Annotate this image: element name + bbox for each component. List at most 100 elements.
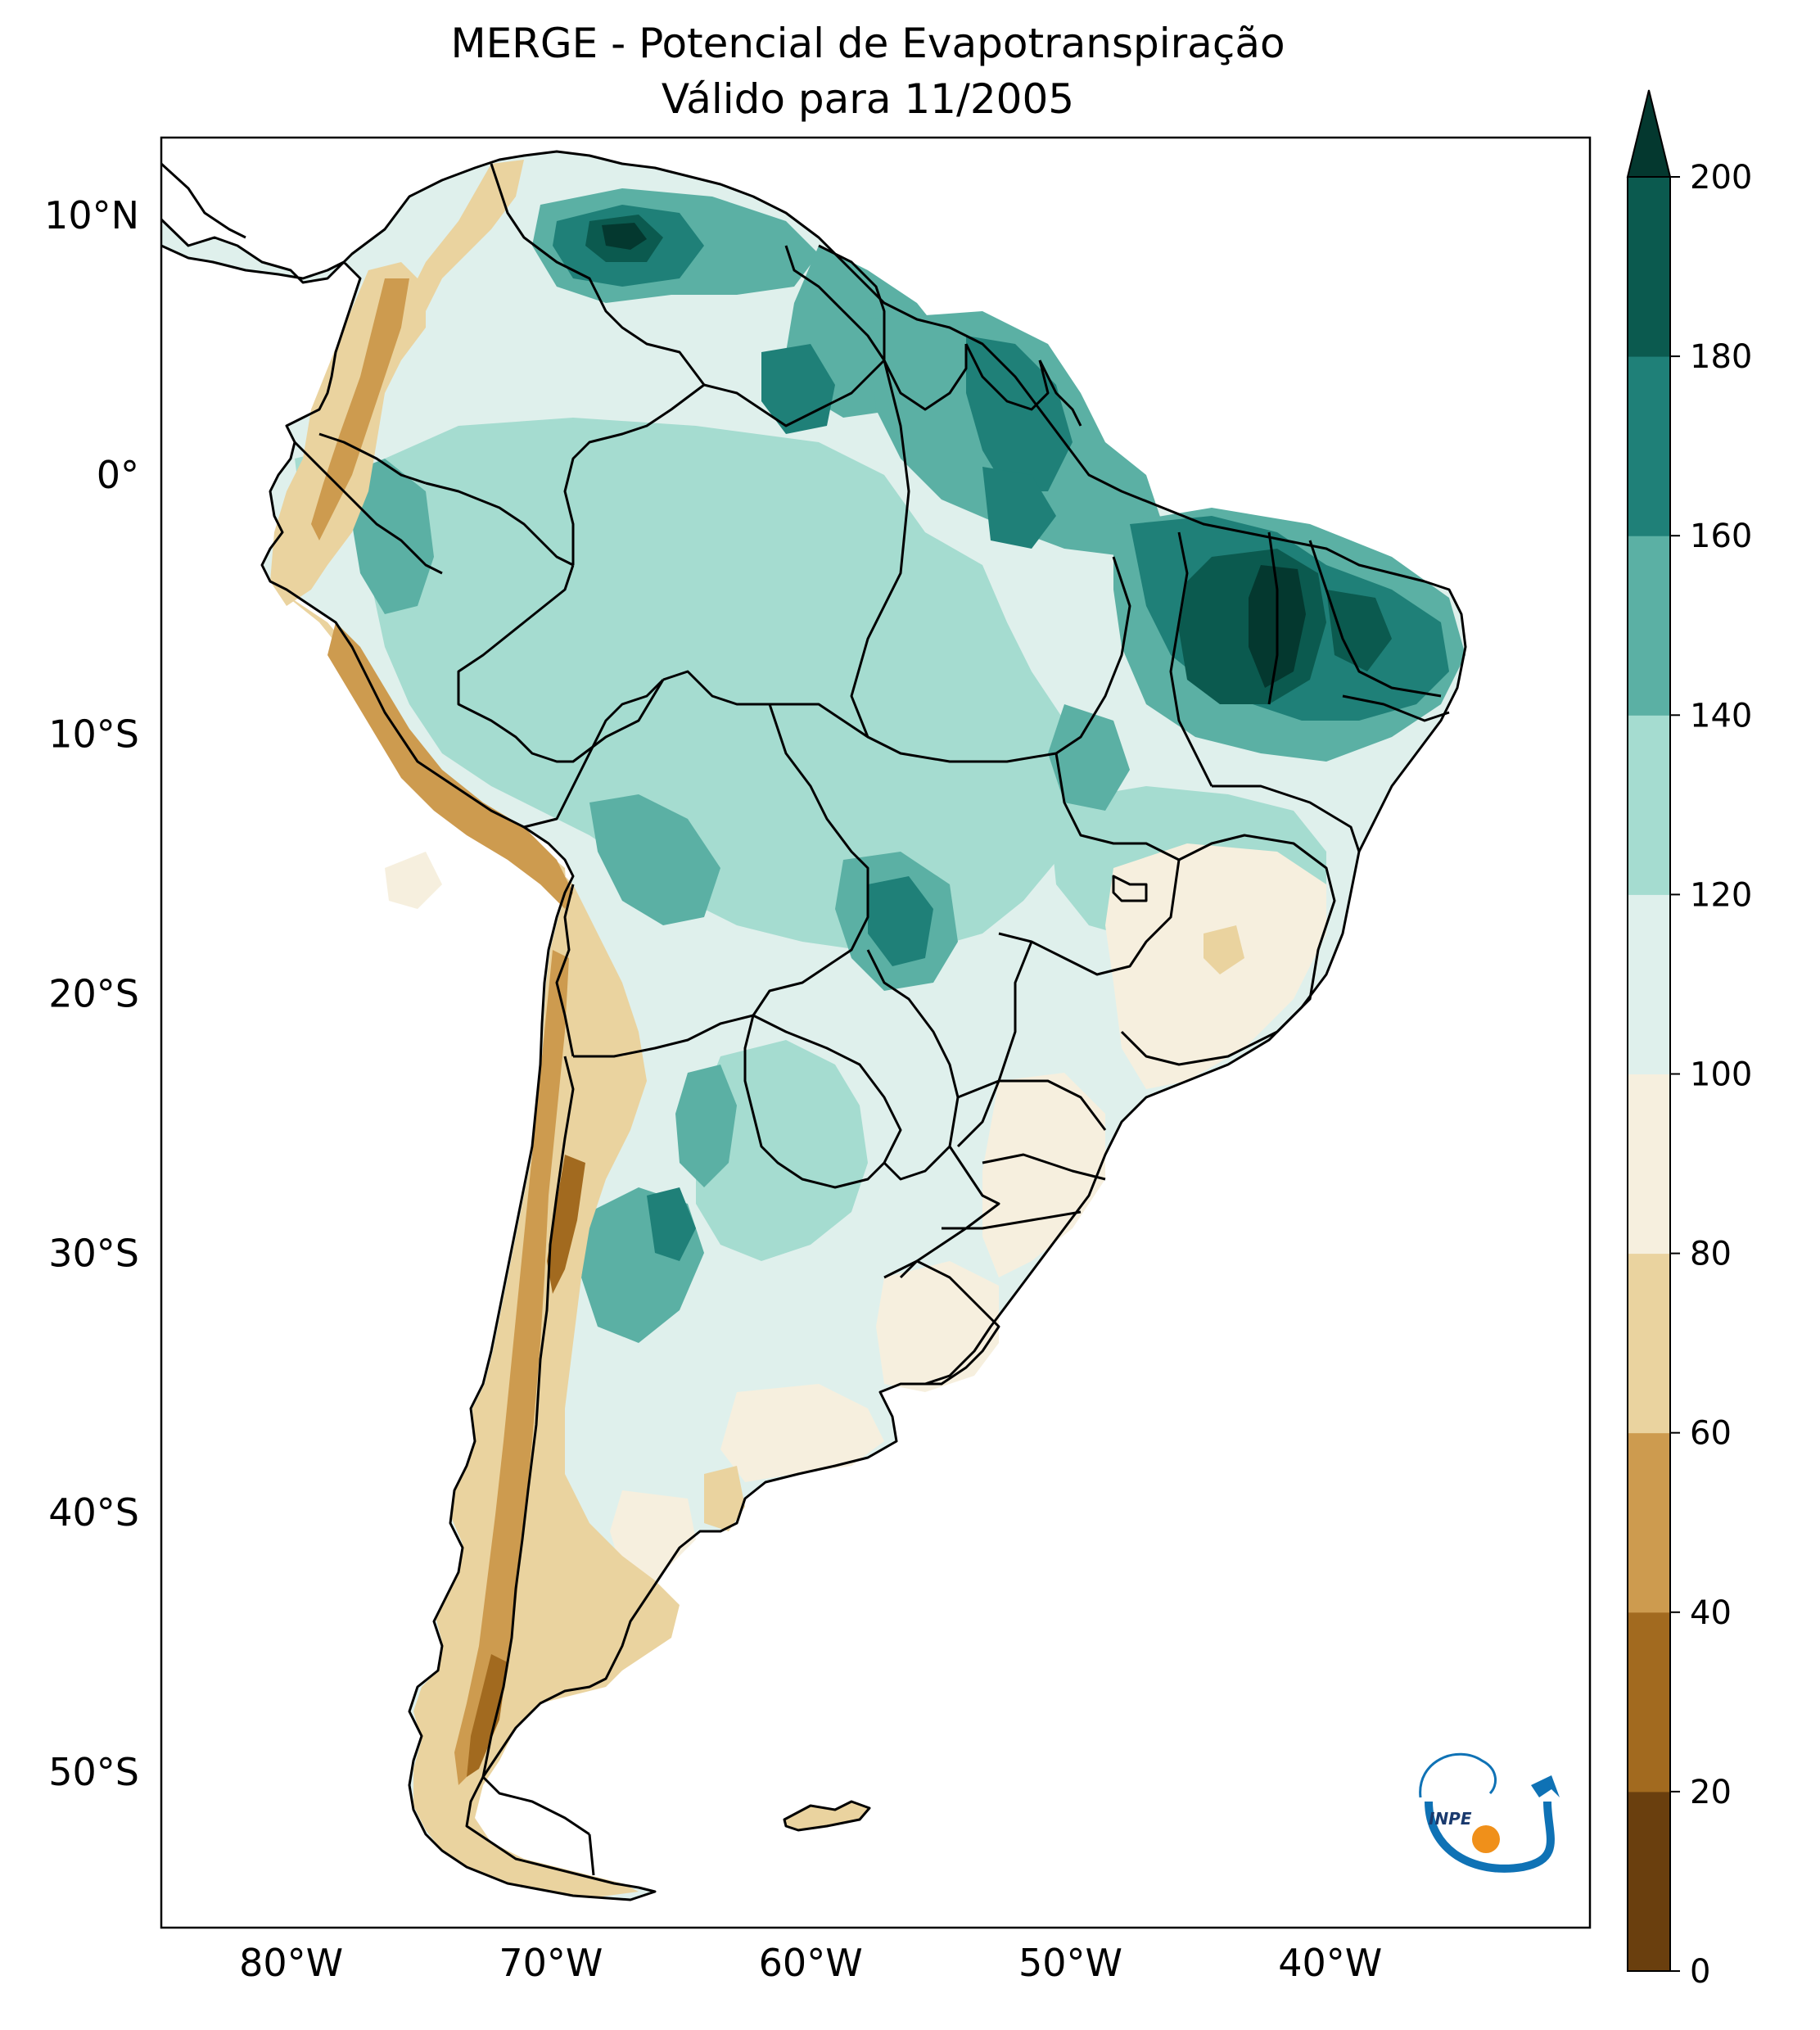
map-panel: INPE xyxy=(161,138,1590,1928)
lat-tick-label: 10°S xyxy=(48,712,139,757)
colorbar-segment xyxy=(1628,536,1670,716)
colorbar-tick-label: 80 xyxy=(1690,1236,1732,1273)
border-chile-argentina xyxy=(481,1056,590,1836)
colorbar-tick-label: 160 xyxy=(1690,518,1752,555)
state-border-16 xyxy=(1112,875,1148,902)
colorbar-tick-label: 100 xyxy=(1690,1056,1752,1094)
logo-arrow xyxy=(1531,1775,1560,1797)
border-french-guiana xyxy=(1038,359,1082,427)
contour-patch-140-9 xyxy=(1048,704,1130,811)
state-border-7 xyxy=(1308,540,1442,698)
colorbar-tick-label: 120 xyxy=(1690,876,1752,914)
colorbar-tick-label: 0 xyxy=(1690,1953,1710,1991)
colorbar-tick-label: 20 xyxy=(1690,1774,1732,1811)
border-colombia-venezuela xyxy=(490,163,706,386)
colorbar-segment xyxy=(1628,1612,1670,1793)
lat-tick-label: 30°S xyxy=(48,1231,139,1275)
border-guyana xyxy=(818,244,968,411)
contour-40-60 xyxy=(311,278,573,1785)
contour-patch-40-2 xyxy=(454,950,569,1785)
border-peru-bolivia xyxy=(523,678,665,829)
contour-patch-180-2 xyxy=(1326,590,1392,671)
colorbar-tick-label: 40 xyxy=(1690,1594,1732,1632)
latitude-tick-labels: 10°N 0° 10°S 20°S 30°S 40°S 50°S xyxy=(44,193,139,1794)
border-paraguay xyxy=(743,1014,902,1189)
longitude-tick-labels: 80°W 70°W 60°W 50°W 40°W xyxy=(239,1941,1382,1985)
colorbar-segment xyxy=(1628,177,1670,357)
lat-tick-label: 50°S xyxy=(48,1750,139,1794)
border-colombia-brazil xyxy=(563,383,705,565)
inpe-logo: INPE xyxy=(1419,1752,1560,1873)
contour-patch-160-6 xyxy=(982,467,1056,549)
lon-tick-label: 70°W xyxy=(499,1941,603,1985)
contour-patch-80-4 xyxy=(610,1490,696,1580)
contour-patch-140-5 xyxy=(589,794,720,925)
falkland-outline xyxy=(783,1800,871,1832)
border-ecuador-peru xyxy=(293,441,443,575)
contour-patch-160-5 xyxy=(647,1187,696,1261)
border-colombia-ecuador xyxy=(318,432,427,485)
contour-patch-160-4 xyxy=(868,876,933,966)
contour-patch-60-4 xyxy=(1204,925,1244,974)
state-border-5 xyxy=(1169,531,1213,787)
logo-sun xyxy=(1472,1825,1500,1853)
lat-tick-label: 10°N xyxy=(44,193,139,237)
border-paraguay-brazil xyxy=(866,949,960,1181)
state-border-11 xyxy=(998,859,1181,976)
map-frame xyxy=(160,136,1592,1929)
colorbar-tick-label: 60 xyxy=(1690,1415,1732,1453)
state-border-4 xyxy=(1055,556,1131,755)
colorbar-extend-triangle xyxy=(1626,89,1672,178)
colorbar-segment xyxy=(1628,1432,1670,1613)
lat-tick-label: 20°S xyxy=(48,971,139,1015)
lon-tick-label: 60°W xyxy=(759,1941,863,1985)
state-border-15 xyxy=(942,1210,1082,1230)
lon-tick-label: 40°W xyxy=(1278,1941,1382,1985)
border-venezuela-brazil xyxy=(703,245,886,427)
contour-patch-20-1 xyxy=(467,1654,508,1777)
border-uruguay xyxy=(883,1259,1000,1386)
logo-orbit xyxy=(1419,1752,1497,1798)
border-suriname xyxy=(964,343,1050,411)
border-bolivia-brazil xyxy=(662,670,869,1016)
logo-text: INPE xyxy=(1429,1809,1472,1829)
title-line-2: Válido para 11/2005 xyxy=(662,75,1074,123)
colorbar-tick-label: 140 xyxy=(1690,697,1752,735)
state-border-12 xyxy=(956,941,1033,1148)
colorbar-segment xyxy=(1628,1791,1670,1972)
colorbar-tick-label: 200 xyxy=(1690,159,1752,197)
state-border-1 xyxy=(850,359,1057,763)
colorbar-segment xyxy=(1628,894,1670,1074)
lat-tick-label: 40°S xyxy=(48,1490,139,1535)
contour-patch-200-0 xyxy=(602,223,647,250)
contour-patch-40-1 xyxy=(311,278,409,540)
state-border-14 xyxy=(982,1153,1106,1181)
state-border-9 xyxy=(1212,784,1361,852)
contour-patch-60-2 xyxy=(278,590,680,1898)
contour-patch-40-0 xyxy=(327,622,573,909)
country-borders xyxy=(161,150,1467,1901)
border-colombia-peru xyxy=(425,482,574,567)
border-tierra-del-fuego xyxy=(588,1833,595,1876)
border-bolivia-chile xyxy=(555,884,575,1057)
contour-patch-80-5 xyxy=(385,852,442,909)
lon-tick-label: 50°W xyxy=(1018,1941,1122,1985)
contour-patch-60-3 xyxy=(704,1466,745,1531)
contour-patch-140-7 xyxy=(675,1065,737,1187)
title-line-1: MERGE - Potencial de Evapotranspiração xyxy=(450,20,1285,67)
colorbar: 0 20 40 60 80 100 120 140 160 180 200 xyxy=(1626,89,1752,1991)
border-bolivia-argentina xyxy=(573,1014,754,1058)
central-america-border xyxy=(161,162,246,239)
colorbar-tick-label: 180 xyxy=(1690,338,1752,376)
state-border-10 xyxy=(1120,834,1336,1066)
border-argentina-brazil xyxy=(899,1146,1000,1279)
state-border-13 xyxy=(957,1079,1107,1131)
colorbar-segment xyxy=(1628,715,1670,895)
state-border-2 xyxy=(770,703,869,739)
contour-patch-60-1 xyxy=(409,160,524,311)
contour-patch-80-2 xyxy=(876,1261,999,1392)
colorbar-segment xyxy=(1628,1074,1670,1255)
contour-patch-80-1 xyxy=(982,1073,1105,1277)
contour-patch-20-0 xyxy=(547,1155,585,1294)
contour-patch-80-3 xyxy=(720,1384,884,1482)
